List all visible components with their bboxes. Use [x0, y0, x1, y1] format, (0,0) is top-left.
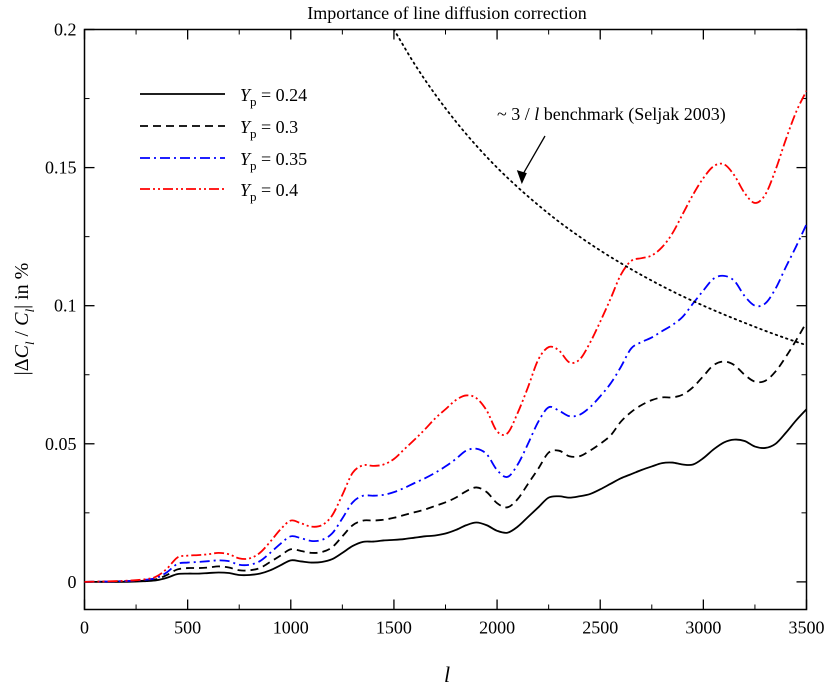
y-tick-label: 0 — [68, 572, 77, 592]
series-line-4 — [393, 29, 807, 347]
y-tick-label: 0.1 — [54, 296, 77, 316]
series-line-2 — [84, 223, 807, 583]
legend-label-2: Yp = 0.35 — [240, 149, 307, 173]
x-tick-label: 3000 — [685, 618, 721, 638]
series-line-3 — [84, 90, 807, 583]
x-axis-label: l — [444, 662, 450, 685]
x-tick-label: 3500 — [789, 618, 825, 638]
series-line-0 — [84, 408, 807, 583]
chart-title: Importance of line diffusion correction — [307, 3, 587, 23]
series-group — [84, 29, 807, 583]
x-tick-label: 1000 — [273, 618, 309, 638]
y-tick-label: 0.2 — [54, 20, 77, 40]
annotation-arrowhead — [516, 170, 527, 185]
x-tick-label: 500 — [174, 618, 201, 638]
series-line-1 — [84, 321, 807, 583]
x-tick-label: 1500 — [376, 618, 412, 638]
legend: Yp = 0.24 Yp = 0.3 Yp = 0.35 Yp = 0.4 — [140, 85, 307, 204]
y-tick-label: 0.05 — [45, 434, 77, 454]
legend-label-3: Yp = 0.4 — [240, 180, 298, 204]
y-tick-label: 0.15 — [45, 158, 77, 178]
legend-label-1: Yp = 0.3 — [240, 117, 298, 141]
y-axis-label: |ΔCl / Cl| in % — [11, 263, 37, 376]
x-tick-label: 2000 — [479, 618, 515, 638]
axis-ticks: 0 500 1000 1500 2000 2500 3000 3500 0 0.05 0.1 0.15… — [45, 20, 825, 638]
annotation-arrow — [521, 135, 546, 177]
benchmark-annotation: ~ 3 / l benchmark (Seljak 2003) — [497, 104, 726, 185]
annotation-text: ~ 3 / l benchmark (Seljak 2003) — [497, 104, 726, 125]
x-tick-label: 2500 — [582, 618, 618, 638]
legend-label-0: Yp = 0.24 — [240, 85, 307, 109]
x-tick-label: 0 — [80, 618, 89, 638]
